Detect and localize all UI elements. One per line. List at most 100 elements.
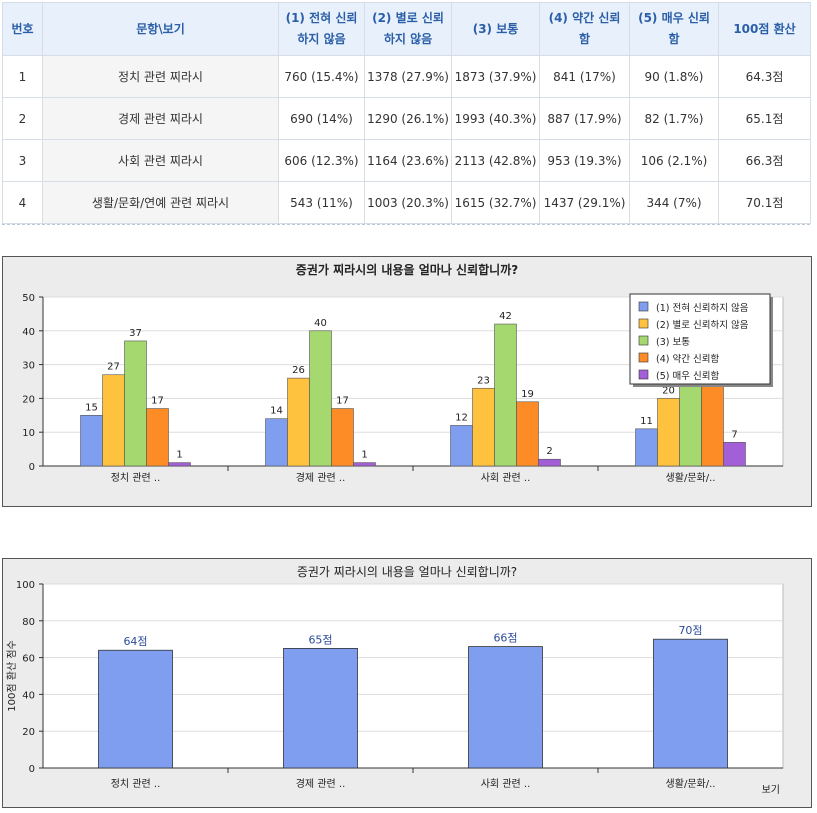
bar-value-label: 17	[151, 396, 164, 407]
y-tick-label: 50	[22, 293, 35, 304]
bar-value-label: 19	[521, 389, 534, 400]
y-tick-label: 0	[29, 764, 35, 775]
bar-value-label: 14	[270, 406, 283, 417]
column-header-text: 번호	[11, 21, 34, 36]
table-row: 4 생활/문화/연예 관련 찌라시 543 (11%) 1003 (20.3%) 161…	[2, 181, 811, 224]
column-header-text: 하지 않음	[297, 32, 346, 46]
bar	[468, 646, 543, 769]
table-cell-c5: 106 (2.1%)	[629, 139, 719, 182]
table-cell-score: 66.3점	[718, 139, 811, 182]
x-tick-label: 생활/문화/..	[666, 777, 716, 790]
bar-value-label: 1	[176, 450, 182, 461]
table-cell-c2: 1003 (20.3%)	[364, 181, 452, 224]
survey-table: 번호 문항\보기 (1) 전혀 신뢰 하지 않음 (2) 별로 신뢰 하지 않음 (3) 보…	[2, 2, 811, 224]
table-cell-c2: 1378 (27.9%)	[364, 55, 452, 98]
bar-value-label: 7	[731, 429, 737, 440]
bar-value-label: 65점	[308, 633, 332, 646]
bar-value-label: 66점	[493, 632, 517, 645]
column-header-text: 100점 환산	[733, 21, 796, 36]
bar	[538, 458, 561, 467]
x-tick-label: 정치 관련 ..	[111, 778, 161, 790]
column-header: (3) 보통	[451, 2, 540, 56]
bar-value-label: 40	[314, 318, 327, 329]
x-axis-label: 보기	[762, 784, 780, 796]
bar	[723, 442, 746, 467]
legend-label: (3) 보통	[656, 337, 690, 348]
table-cell-item: 경제 관련 찌라시	[42, 97, 279, 140]
table-cell-c3: 1615 (32.7%)	[451, 181, 540, 224]
column-header: (4) 약간 신뢰 함	[539, 2, 630, 56]
legend-swatch	[638, 352, 649, 363]
y-tick-label: 80	[22, 617, 35, 628]
table-cell-c2: 1164 (23.6%)	[364, 139, 452, 182]
bar-value-label: 15	[85, 402, 98, 413]
column-header-text: (4) 약간 신뢰	[548, 11, 621, 25]
table-cell-item: 정치 관련 찌라시	[42, 55, 279, 98]
bar	[283, 648, 358, 769]
table-cell-c1: 606 (12.3%)	[278, 139, 365, 182]
column-header-text: 함	[668, 32, 680, 46]
bar	[450, 425, 473, 467]
chart-title: 증권가 찌라시의 내용을 얼마나 신뢰합니까?	[296, 262, 518, 277]
bar-value-label: 12	[455, 412, 468, 423]
bar-value-label: 27	[107, 362, 120, 373]
table-row: 3 사회 관련 찌라시 606 (12.3%) 1164 (23.6%) 2113 (4…	[2, 139, 811, 182]
bar-value-label: 37	[129, 328, 142, 339]
y-tick-label: 100	[16, 580, 35, 591]
x-tick-label: 경제 관련 ..	[296, 777, 346, 790]
table-row: 1 정치 관련 찌라시 760 (15.4%) 1378 (27.9%) 1873 (3…	[2, 55, 811, 98]
x-tick-label: 생활/문화/..	[666, 471, 716, 484]
bar-value-label: 23	[477, 375, 490, 386]
legend-swatch	[638, 335, 649, 346]
y-axis-label: 100점 환산 점수	[6, 640, 18, 711]
legend-swatch	[638, 301, 649, 312]
column-header-text: (1) 전혀 신뢰	[285, 11, 358, 25]
grouped-bar-chart-panel: 증권가 찌라시의 내용을 얼마나 신뢰합니까? 0 10 20 30 40 50 정치 관련 …	[2, 256, 812, 507]
bar	[265, 418, 288, 467]
table-cell-c3: 2113 (42.8%)	[451, 139, 540, 182]
bar	[309, 330, 332, 467]
y-tick-label: 40	[22, 327, 35, 338]
table-cell-c5: 344 (7%)	[629, 181, 719, 224]
table-cell-c3: 1993 (40.3%)	[451, 97, 540, 140]
bar	[331, 408, 354, 467]
table-cell-no: 4	[2, 181, 43, 224]
y-tick-label: 10	[22, 428, 35, 439]
bar	[80, 415, 103, 467]
y-tick-label: 30	[22, 361, 35, 372]
legend-swatch	[638, 318, 649, 329]
bar	[653, 638, 728, 769]
column-header: (5) 매우 신뢰 함	[629, 2, 719, 56]
legend-swatch	[638, 369, 649, 380]
legend	[629, 293, 771, 385]
score-bar-chart-panel: 증권가 찌라시의 내용을 얼마나 신뢰합니까? 0 20 40 60 80 100 100점 …	[2, 558, 812, 808]
column-header: (2) 별로 신뢰 하지 않음	[364, 2, 452, 56]
bar	[472, 387, 495, 467]
table-cell-c2: 1290 (26.1%)	[364, 97, 452, 140]
bar-value-label: 42	[499, 311, 512, 322]
bar	[516, 401, 539, 467]
legend-label: (2) 별로 신뢰하지 않음	[656, 319, 749, 331]
legend-label: (5) 매우 신뢰함	[656, 371, 719, 382]
table-cell-item: 생활/문화/연예 관련 찌라시	[42, 181, 279, 224]
table-body: 1 정치 관련 찌라시 760 (15.4%) 1378 (27.9%) 1873 (3…	[2, 55, 811, 224]
bar	[168, 462, 191, 467]
y-tick-label: 40	[22, 690, 35, 701]
table-cell-c1: 760 (15.4%)	[278, 55, 365, 98]
bar-value-label: 70점	[678, 624, 702, 637]
legend-label: (4) 약간 신뢰함	[656, 353, 719, 365]
table-cell-score: 65.1점	[718, 97, 811, 140]
bar-value-label: 1	[361, 450, 367, 461]
x-tick-label: 정치 관련 ..	[111, 472, 161, 484]
column-header: 문항\보기	[42, 2, 279, 56]
bar	[124, 340, 147, 467]
table-cell-score: 64.3점	[718, 55, 811, 98]
x-tick-label: 사회 관련 ..	[481, 472, 531, 484]
table-cell-c4: 841 (17%)	[539, 55, 630, 98]
bar-value-label: 17	[336, 396, 349, 407]
bar	[146, 408, 169, 467]
bar-value-label: 26	[292, 365, 305, 376]
x-tick-label: 경제 관련 ..	[296, 471, 346, 484]
y-tick-label: 60	[22, 654, 35, 665]
